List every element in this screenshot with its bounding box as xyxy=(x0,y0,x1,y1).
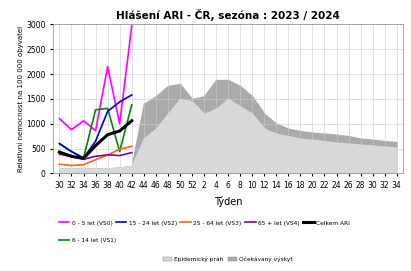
Legend: Epidemický práh, Očekávaný výskyt: Epidemický práh, Očekávaný výskyt xyxy=(161,254,295,264)
X-axis label: Týden: Týden xyxy=(214,196,242,207)
Y-axis label: Relativní nemocnost na 100 000 obyvatel: Relativní nemocnost na 100 000 obyvatel xyxy=(17,26,23,172)
Title: Hlášení ARI - ČR, sezóna : 2023 / 2024: Hlášení ARI - ČR, sezóna : 2023 / 2024 xyxy=(116,9,340,21)
